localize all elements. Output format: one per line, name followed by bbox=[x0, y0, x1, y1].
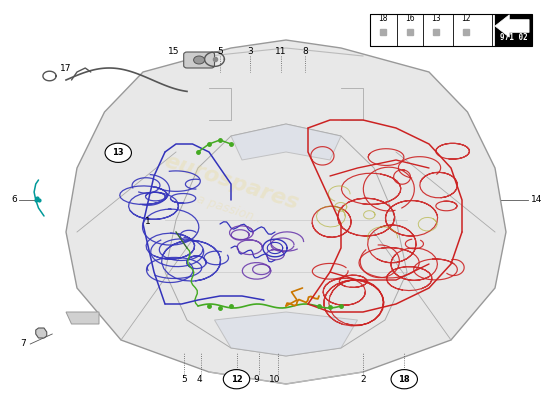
Text: 5: 5 bbox=[182, 376, 187, 384]
Text: 18: 18 bbox=[378, 14, 388, 23]
Text: 18: 18 bbox=[398, 375, 410, 384]
Text: 13: 13 bbox=[431, 14, 441, 23]
Text: 6: 6 bbox=[12, 196, 17, 204]
Circle shape bbox=[223, 370, 250, 389]
Polygon shape bbox=[214, 312, 358, 356]
Text: 12: 12 bbox=[230, 375, 243, 384]
Polygon shape bbox=[495, 15, 529, 37]
FancyBboxPatch shape bbox=[495, 14, 532, 46]
FancyBboxPatch shape bbox=[370, 14, 495, 46]
Polygon shape bbox=[231, 124, 341, 160]
Polygon shape bbox=[36, 328, 47, 338]
Text: 13: 13 bbox=[112, 148, 124, 157]
Circle shape bbox=[391, 370, 417, 389]
Text: 12: 12 bbox=[461, 14, 471, 23]
Text: eurospares: eurospares bbox=[161, 151, 301, 213]
Text: 11: 11 bbox=[275, 47, 286, 56]
Text: 16: 16 bbox=[405, 14, 415, 23]
Text: a passion...: a passion... bbox=[195, 193, 267, 227]
Text: 7: 7 bbox=[20, 340, 26, 348]
Text: 8: 8 bbox=[302, 47, 308, 56]
Circle shape bbox=[194, 56, 205, 64]
FancyBboxPatch shape bbox=[184, 52, 214, 68]
Text: 9: 9 bbox=[254, 376, 259, 384]
Text: 2: 2 bbox=[360, 376, 366, 384]
Text: 971 02: 971 02 bbox=[500, 33, 527, 42]
Text: 5: 5 bbox=[217, 47, 223, 56]
Text: 3: 3 bbox=[248, 47, 253, 56]
Polygon shape bbox=[66, 312, 99, 324]
Text: 1: 1 bbox=[145, 218, 150, 226]
Text: 4: 4 bbox=[197, 376, 202, 384]
Circle shape bbox=[105, 143, 131, 162]
Text: 10: 10 bbox=[270, 376, 280, 384]
Polygon shape bbox=[66, 40, 506, 384]
Text: 17: 17 bbox=[60, 64, 72, 73]
Text: 15: 15 bbox=[168, 47, 179, 56]
Text: 14: 14 bbox=[531, 196, 542, 204]
